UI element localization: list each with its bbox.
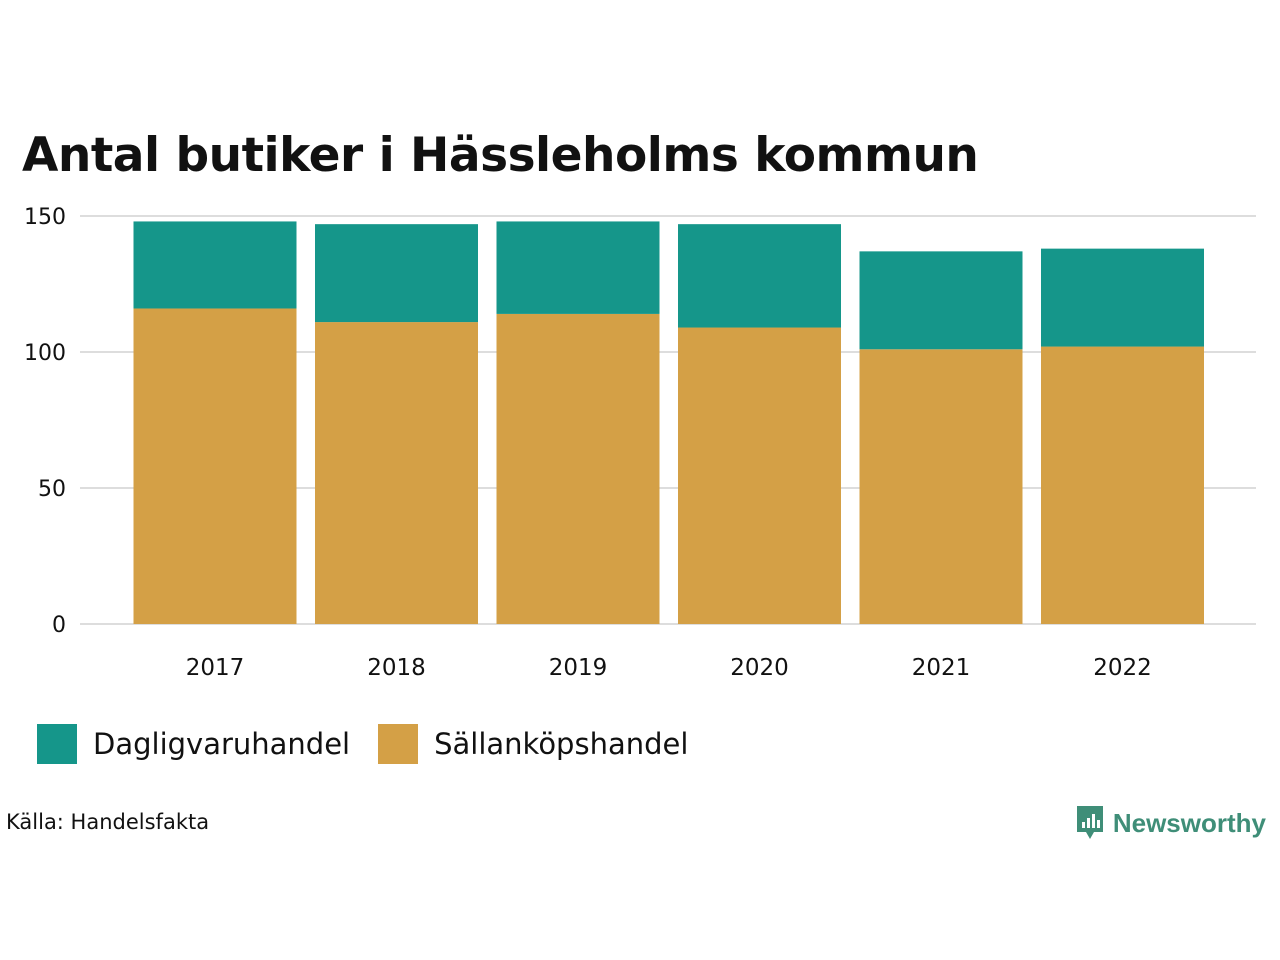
bar-2021-dagligvaruhandel bbox=[859, 251, 1023, 350]
y-tick-label-0: 0 bbox=[52, 613, 66, 638]
bar-2019-dagligvaruhandel bbox=[496, 221, 660, 314]
bar-2020-sällanköpshandel bbox=[678, 327, 841, 624]
legend: Dagligvaruhandel Sällanköpshandel bbox=[37, 724, 716, 764]
bar-2021-sällanköpshandel bbox=[859, 349, 1023, 624]
bar-2018-dagligvaruhandel bbox=[315, 224, 478, 323]
x-tick-label-2022: 2022 bbox=[1093, 655, 1152, 681]
bar-2019-sällanköpshandel bbox=[496, 313, 660, 624]
y-tick-label-150: 150 bbox=[24, 205, 66, 230]
y-tick-label-50: 50 bbox=[38, 477, 66, 502]
newsworthy-logo-icon bbox=[1076, 806, 1103, 839]
bar-2020-dagligvaruhandel bbox=[678, 224, 841, 328]
legend-swatch-dagligvaruhandel bbox=[37, 724, 77, 764]
legend-item-dagligvaruhandel: Dagligvaruhandel bbox=[37, 724, 350, 764]
brand-logo: Newsworthy bbox=[1075, 804, 1266, 842]
y-tick-label-100: 100 bbox=[24, 341, 66, 366]
x-tick-label-2019: 2019 bbox=[549, 655, 608, 681]
bar-2022-sällanköpshandel bbox=[1041, 346, 1204, 624]
x-tick-label-2021: 2021 bbox=[912, 655, 971, 681]
bar-2017-dagligvaruhandel bbox=[133, 221, 297, 309]
x-tick-label-2018: 2018 bbox=[367, 655, 426, 681]
bar-2018-sällanköpshandel bbox=[315, 322, 478, 624]
bar-2022-dagligvaruhandel bbox=[1041, 248, 1204, 347]
x-tick-label-2017: 2017 bbox=[186, 655, 245, 681]
legend-swatch-sallankopshandel bbox=[378, 724, 419, 764]
bars bbox=[133, 221, 1204, 624]
bar-2017-sällanköpshandel bbox=[133, 308, 297, 624]
chart-title: Antal butiker i Hässleholms kommun bbox=[22, 128, 979, 183]
brand-name: Newsworthy bbox=[1112, 807, 1266, 838]
legend-label-sallankopshandel: Sällanköpshandel bbox=[434, 727, 689, 761]
axis-ticks: 0 50 100 150 2017 2018 2019 2020 2021 2022 bbox=[24, 205, 1152, 681]
legend-label-dagligvaruhandel: Dagligvaruhandel bbox=[93, 727, 351, 761]
legend-item-sallankopshandel: Sällanköpshandel bbox=[378, 724, 688, 764]
source-note: Källa: Handelsfakta bbox=[6, 810, 210, 834]
x-tick-label-2020: 2020 bbox=[730, 655, 789, 681]
